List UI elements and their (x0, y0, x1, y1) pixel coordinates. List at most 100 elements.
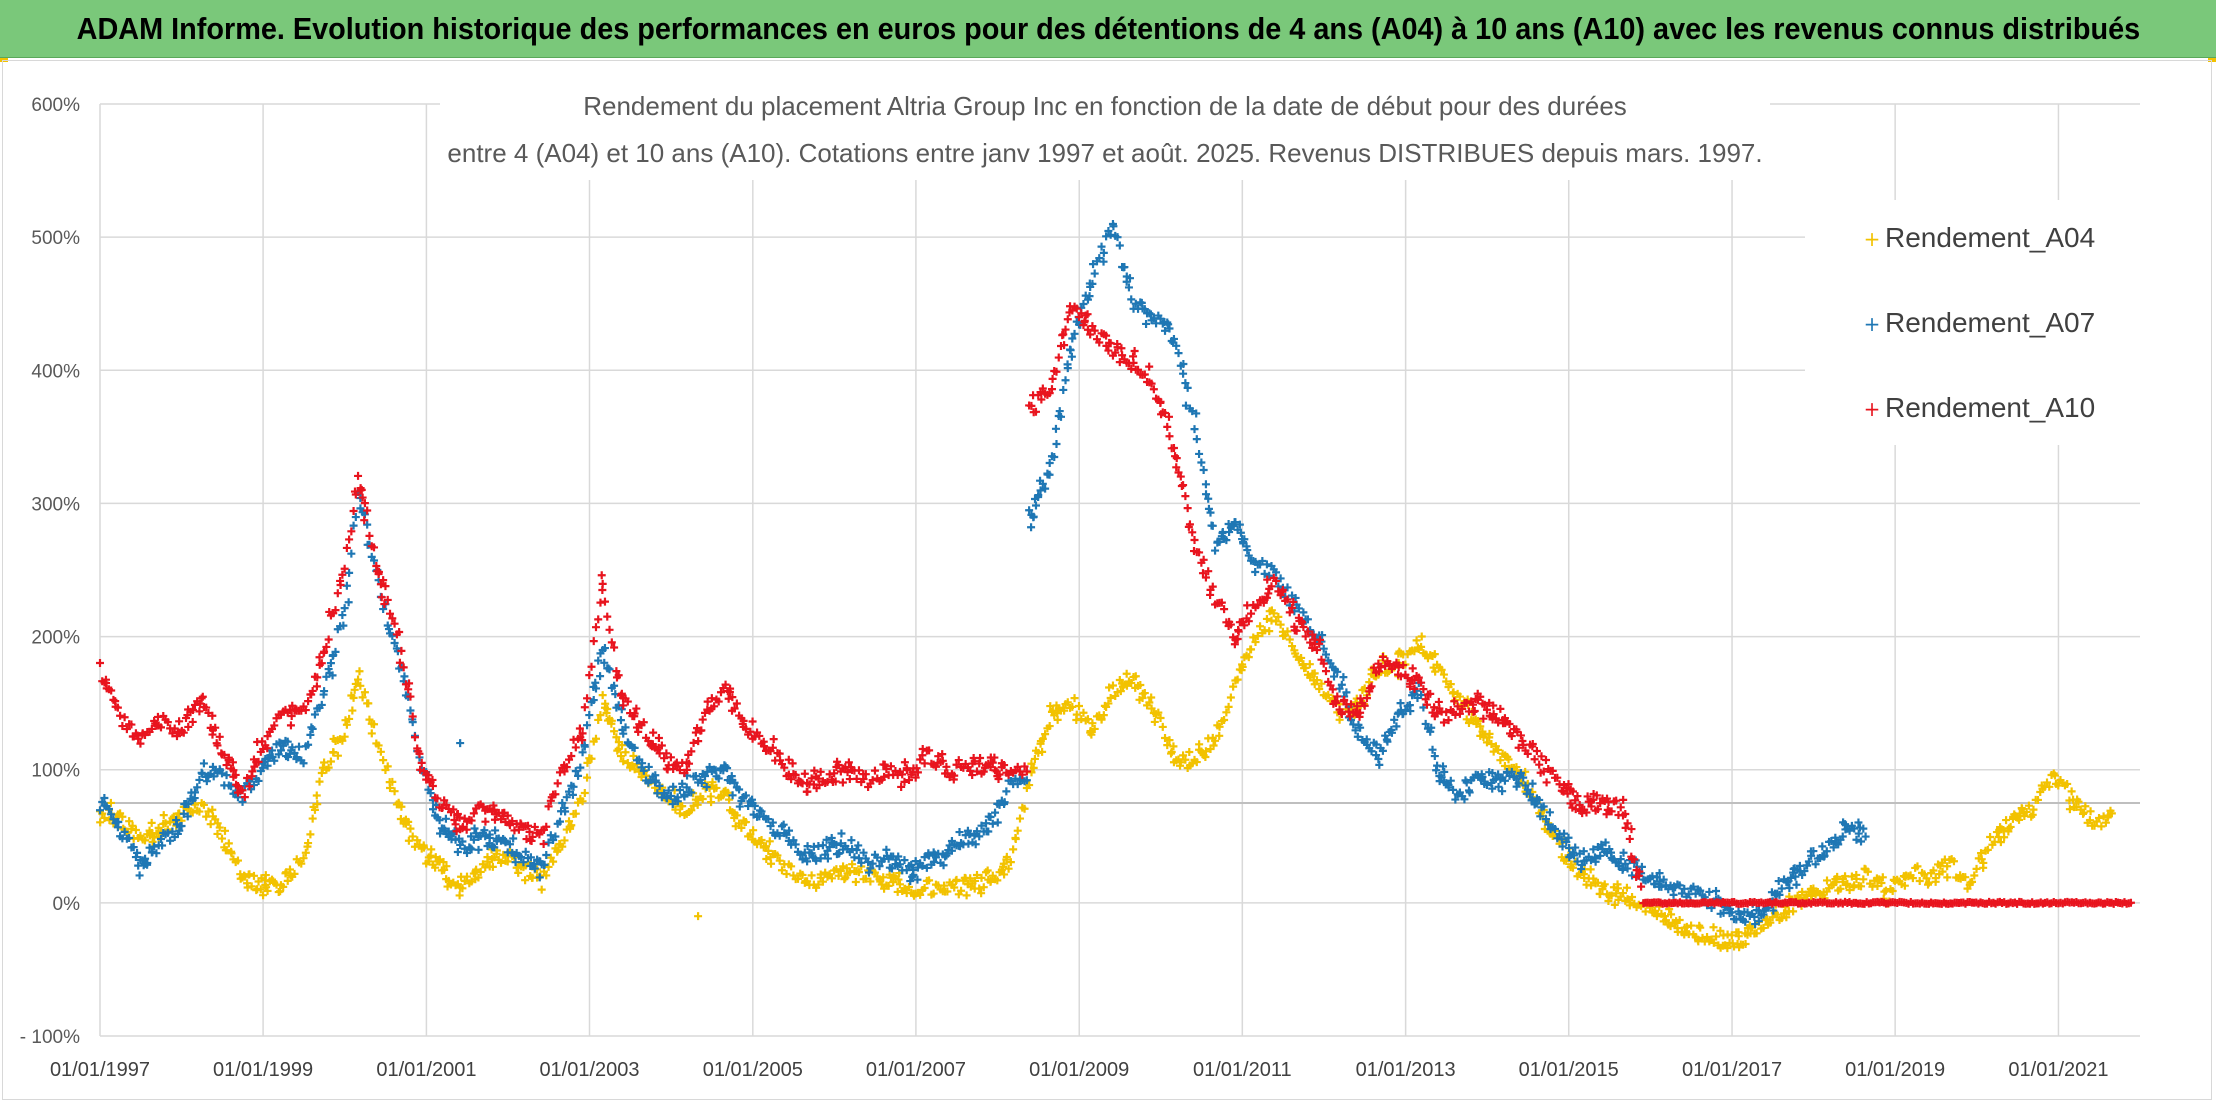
point-rendement-a04 (1807, 891, 1816, 900)
point-rendement-a04 (263, 886, 272, 895)
point-rendement-a04 (1437, 665, 1446, 674)
point-rendement-a07 (470, 824, 479, 833)
chart-title-line-2: entre 4 (A04) et 10 ans (A10). Cotations… (447, 138, 1762, 168)
point-rendement-a04 (333, 751, 342, 760)
point-rendement-a07 (279, 741, 288, 750)
point-rendement-a04 (2063, 779, 2072, 788)
point-rendement-a04 (616, 752, 625, 761)
point-rendement-a04 (1487, 740, 1496, 749)
point-rendement-a04 (764, 846, 773, 855)
point-rendement-a10 (600, 597, 609, 606)
point-rendement-a04 (1734, 932, 1743, 941)
point-rendement-a04 (458, 884, 467, 893)
point-rendement-a07 (1090, 269, 1099, 278)
point-rendement-a07 (276, 746, 285, 755)
point-rendement-a04 (299, 854, 308, 863)
point-rendement-a04 (379, 756, 388, 765)
point-rendement-a04 (1288, 642, 1297, 651)
point-rendement-a07 (183, 812, 192, 821)
point-rendement-a04 (594, 715, 603, 724)
point-rendement-a04 (324, 763, 333, 772)
point-rendement-a04 (1417, 632, 1426, 641)
x-tick-label: 01/01/2005 (703, 1059, 803, 1081)
point-rendement-a10 (184, 722, 193, 731)
point-rendement-a04 (455, 891, 464, 900)
point-rendement-a04 (1500, 762, 1509, 771)
point-rendement-a04 (1181, 755, 1190, 764)
point-rendement-a10 (800, 769, 809, 778)
x-tick-label: 01/01/2001 (376, 1059, 476, 1081)
point-rendement-a04 (1619, 889, 1628, 898)
point-rendement-a07 (1199, 466, 1208, 475)
point-rendement-a04 (208, 805, 217, 814)
point-rendement-a07 (120, 827, 129, 836)
point-rendement-a04 (2033, 795, 2042, 804)
point-rendement-a04 (962, 891, 971, 900)
point-rendement-a04 (1675, 915, 1684, 924)
point-rendement-a04 (827, 874, 836, 883)
point-rendement-a04 (1315, 684, 1324, 693)
point-rendement-a04 (895, 880, 904, 889)
point-rendement-a10 (654, 734, 663, 743)
point-rendement-a07 (1192, 435, 1201, 444)
point-rendement-a04 (2022, 807, 2031, 816)
point-rendement-a04 (1179, 751, 1188, 760)
point-rendement-a04 (358, 693, 367, 702)
point-rendement-a04 (845, 868, 854, 877)
point-rendement-a04 (2043, 778, 2052, 787)
point-rendement-a04 (345, 714, 354, 723)
point-rendement-a04 (929, 889, 938, 898)
point-rendement-a04 (598, 691, 607, 700)
point-rendement-a04 (283, 876, 292, 885)
point-rendement-a04 (1476, 722, 1485, 731)
x-tick-label: 01/01/2011 (1193, 1059, 1292, 1081)
point-rendement-a04 (427, 845, 436, 854)
point-rendement-a10 (1163, 422, 1172, 431)
point-rendement-a04 (320, 758, 329, 767)
point-rendement-a07 (991, 808, 1000, 817)
point-rendement-a04 (1030, 754, 1039, 763)
point-rendement-a04 (1310, 680, 1319, 689)
point-rendement-a07 (1339, 673, 1348, 682)
point-rendement-a10 (1190, 535, 1199, 544)
point-rendement-a07 (1197, 458, 1206, 467)
point-rendement-a07 (284, 753, 293, 762)
point-rendement-a04 (1931, 877, 1940, 886)
point-rendement-a04 (894, 875, 903, 884)
point-rendement-a10 (603, 612, 612, 621)
point-rendement-a04 (261, 871, 270, 880)
point-rendement-a04 (1857, 882, 1866, 891)
point-rendement-a04 (612, 733, 621, 742)
point-rendement-a07 (295, 742, 304, 751)
point-rendement-a10 (571, 743, 580, 752)
point-rendement-a04 (1766, 918, 1775, 927)
report-title: ADAM Informe. Evolution historique des p… (76, 10, 2140, 46)
point-rendement-a10 (1542, 778, 1551, 787)
point-rendement-a04 (1752, 929, 1761, 938)
point-rendement-a04 (885, 870, 894, 879)
point-rendement-a04 (1823, 876, 1832, 885)
point-rendement-a04 (329, 748, 338, 757)
point-rendement-a10 (666, 753, 675, 762)
point-rendement-a04 (2065, 805, 2074, 814)
chart-title-block: Rendement du placement Altria Group Inc … (440, 80, 1770, 180)
y-tick-label: 100% (31, 761, 80, 782)
point-rendement-a04 (787, 862, 796, 871)
point-rendement-a10 (580, 703, 589, 712)
point-rendement-a04 (1716, 926, 1725, 935)
point-rendement-a10 (845, 775, 854, 784)
point-rendement-a04 (276, 887, 285, 896)
chart-points (96, 219, 2135, 953)
point-rendement-a04 (1798, 887, 1807, 896)
point-rendement-a07 (304, 740, 313, 749)
point-rendement-a04 (1612, 889, 1621, 898)
point-rendement-a04 (1888, 886, 1897, 895)
point-rendement-a07 (195, 775, 204, 784)
point-rendement-a04 (1979, 863, 1988, 872)
point-rendement-a04 (206, 820, 215, 829)
point-rendement-a10 (333, 589, 342, 598)
point-rendement-a04 (217, 834, 226, 843)
point-rendement-a04 (975, 884, 984, 893)
point-rendement-a04 (558, 842, 567, 851)
